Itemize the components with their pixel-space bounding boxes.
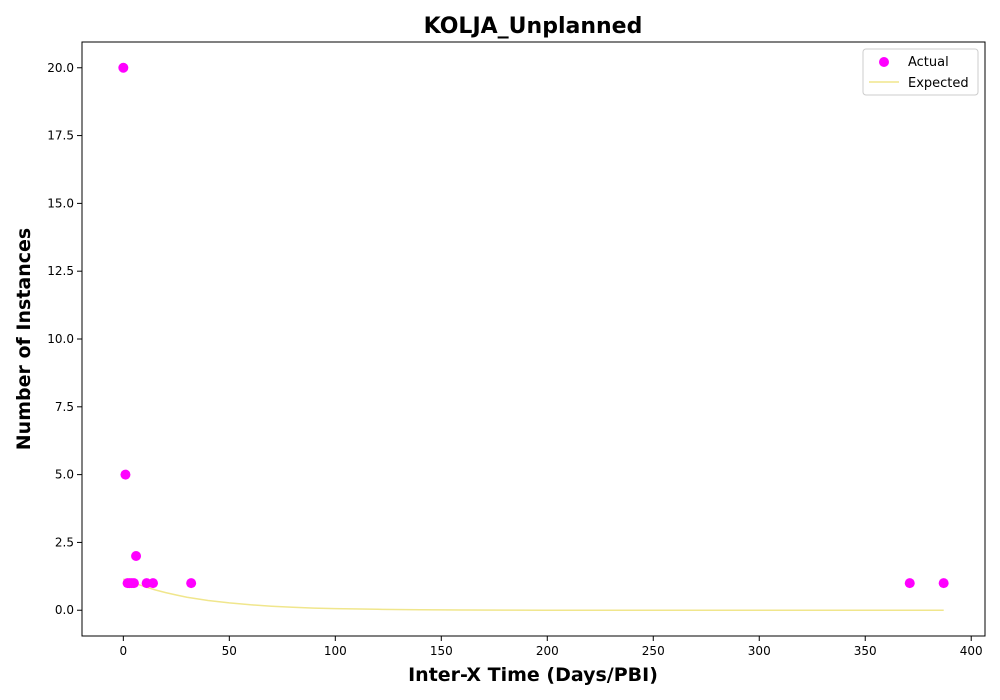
- actual-point: [148, 578, 159, 589]
- x-tick-label: 50: [222, 644, 237, 658]
- y-tick-label: 7.5: [55, 400, 74, 414]
- x-tick-label: 0: [120, 644, 128, 658]
- legend-box: [862, 48, 979, 96]
- x-axis: 0 50 100 150 200 250 300 350 400: [120, 636, 983, 658]
- actual-point: [938, 578, 949, 589]
- plot-area-frame: [81, 41, 986, 637]
- legend-expected-label: Expected: [908, 76, 969, 91]
- y-tick-label: 15.0: [47, 196, 74, 210]
- actual-point: [118, 62, 129, 73]
- y-tick-label: 10.0: [47, 332, 74, 346]
- actual-point: [904, 578, 915, 589]
- y-tick-label: 20.0: [47, 61, 74, 75]
- legend-actual-label: Actual: [908, 55, 949, 70]
- y-tick-label: 5.0: [55, 468, 74, 482]
- y-tick-label: 17.5: [47, 129, 74, 143]
- x-tick-label: 200: [536, 644, 559, 658]
- legend-actual-marker: [879, 57, 889, 67]
- actual-point: [186, 578, 197, 589]
- y-tick-label: 0.0: [55, 603, 74, 617]
- chart-title: KOLJA_Unplanned: [424, 14, 643, 39]
- actual-point: [128, 578, 139, 589]
- plot-series: [118, 62, 949, 611]
- x-tick-label: 300: [748, 644, 771, 658]
- x-tick-label: 100: [324, 644, 347, 658]
- y-tick-label: 12.5: [47, 264, 74, 278]
- y-axis-label: Number of Instances: [13, 228, 35, 450]
- x-tick-label: 350: [854, 644, 877, 658]
- x-tick-label: 250: [642, 644, 665, 658]
- y-tick-label: 2.5: [55, 535, 74, 549]
- x-axis-label: Inter-X Time (Days/PBI): [408, 664, 658, 686]
- x-tick-label: 150: [430, 644, 453, 658]
- actual-point: [131, 550, 142, 561]
- x-tick-label: 400: [960, 644, 983, 658]
- legend: Actual Expected: [862, 48, 979, 96]
- actual-point: [120, 469, 131, 480]
- y-axis: 0.0 2.5 5.0 7.5 10.0 12.5 15.0 17.5 20.0: [47, 61, 82, 617]
- expected-line: [123, 578, 944, 611]
